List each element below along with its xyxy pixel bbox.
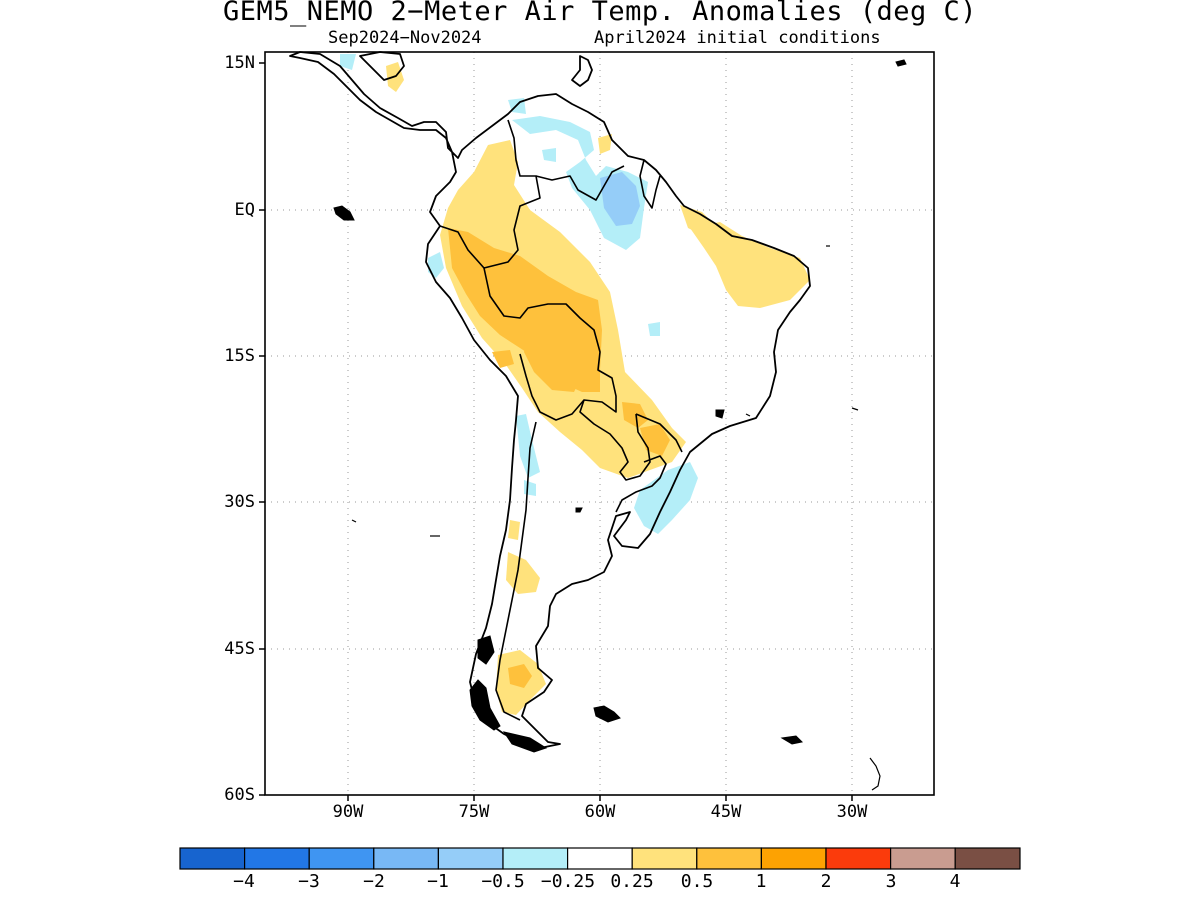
colorbar-label: −0.25 bbox=[540, 871, 596, 892]
islands bbox=[333, 59, 907, 753]
lat-label-30s: 30S bbox=[224, 492, 255, 512]
colorbar-label: −1 bbox=[427, 871, 449, 892]
colorbar-swatch bbox=[308, 847, 375, 870]
colorbar-label: 0.25 bbox=[610, 871, 654, 892]
colorbar-label: −4 bbox=[233, 871, 255, 892]
map-title: GEM5_NEMO 2−Meter Air Temp. Anomalies (d… bbox=[223, 0, 977, 27]
colorbar-label: −2 bbox=[363, 871, 385, 892]
lat-label-60s: 60S bbox=[224, 785, 255, 805]
colorbar-swatch bbox=[631, 847, 698, 870]
lat-label-eq: EQ bbox=[234, 200, 255, 220]
lat-label-15n: 15N bbox=[224, 53, 255, 73]
lat-label-45s: 45S bbox=[224, 639, 255, 659]
lon-label-30w: 30W bbox=[836, 802, 868, 822]
colorbar-label: 3 bbox=[885, 871, 897, 892]
colorbar-label: −3 bbox=[298, 871, 320, 892]
country-borders bbox=[439, 119, 683, 721]
initial-conditions: April2024 initial conditions bbox=[594, 28, 881, 48]
lat-label-15s: 15S bbox=[224, 346, 255, 366]
colorbar-swatch bbox=[954, 847, 1021, 870]
lon-label-90w: 90W bbox=[332, 802, 364, 822]
colorbar-swatch bbox=[889, 847, 956, 870]
lon-label-60w: 60W bbox=[584, 802, 616, 822]
colorbar-swatch bbox=[502, 847, 569, 870]
colorbar-label: 4 bbox=[949, 871, 961, 892]
forecast-period: Sep2024−Nov2024 bbox=[328, 28, 482, 48]
colorbar-label: 2 bbox=[820, 871, 832, 892]
colorbar-label: 0.5 bbox=[680, 871, 714, 892]
colorbar-swatch bbox=[825, 847, 892, 870]
colorbar-swatch bbox=[179, 847, 246, 870]
axis-ticks bbox=[259, 62, 853, 801]
lon-label-45w: 45W bbox=[710, 802, 742, 822]
colorbar-swatch bbox=[760, 847, 827, 870]
colorbar-label: 1 bbox=[755, 871, 767, 892]
colorbar-swatch bbox=[696, 847, 762, 870]
colorbar-swatch bbox=[437, 847, 504, 870]
colorbar-swatch bbox=[244, 847, 310, 870]
lon-label-75w: 75W bbox=[458, 802, 490, 822]
colorbar-swatch bbox=[566, 847, 633, 870]
small-islands bbox=[351, 245, 881, 791]
colorbar-label: −0.5 bbox=[481, 871, 525, 892]
colorbar bbox=[179, 847, 1021, 870]
anomaly-fill-cool bbox=[600, 172, 640, 226]
colorbar-swatch bbox=[373, 847, 439, 870]
